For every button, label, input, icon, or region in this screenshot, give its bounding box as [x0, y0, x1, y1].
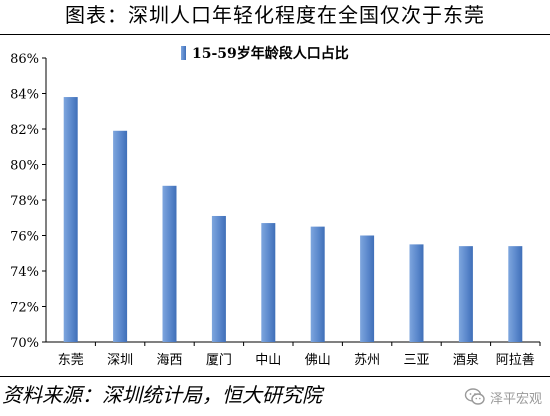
legend-swatch [181, 46, 186, 60]
y-tick-label: 78% [10, 194, 39, 209]
watermark-text: 泽平宏观 [489, 391, 542, 407]
bar [261, 223, 276, 342]
x-tick-label: 东莞 [58, 353, 84, 368]
bar [508, 246, 523, 342]
y-tick-label: 80% [10, 159, 39, 174]
bar [458, 246, 473, 342]
x-tick-label: 海西 [156, 353, 182, 368]
y-tick-label: 74% [10, 265, 39, 280]
bar [113, 130, 128, 342]
bar [310, 226, 325, 342]
bar [360, 235, 375, 342]
title-divider [0, 34, 550, 35]
x-tick-label: 深圳 [107, 353, 133, 368]
bar [211, 215, 226, 342]
y-tick-label: 72% [10, 301, 39, 316]
y-tick-label: 86% [10, 52, 39, 67]
chart-legend: 15-59岁年龄段人口占比 [181, 45, 349, 62]
x-tick-label: 酒泉 [453, 352, 479, 368]
y-tick-label: 82% [10, 123, 39, 138]
y-tick-label: 84% [10, 88, 39, 103]
y-tick-label: 70% [10, 336, 39, 351]
bar [409, 244, 424, 342]
x-tick-label: 苏州 [354, 352, 380, 368]
bar [162, 185, 177, 342]
bar [63, 97, 78, 342]
x-tick-label: 厦门 [206, 353, 232, 368]
source-divider [0, 376, 550, 377]
x-tick-label: 三亚 [403, 353, 429, 368]
x-tick-label: 中山 [255, 353, 281, 368]
watermark: 泽平宏观 [464, 386, 542, 408]
chart-title: 图表：深圳人口年轻化程度在全国仅次于东莞 [65, 3, 485, 27]
bar-chart: 15-59岁年龄段人口占比 70% 72% 74% 76% 78% 80% 82% 84% 86… [10, 45, 541, 368]
x-tick-label: 佛山 [305, 353, 331, 368]
source-note: 资料来源：深圳统计局，恒大研究院 [2, 383, 322, 407]
wechat-chat-icon [464, 388, 485, 405]
legend-label: 15-59岁年龄段人口占比 [192, 45, 349, 62]
x-tick-label: 阿拉善 [496, 352, 535, 368]
y-tick-label: 76% [10, 230, 39, 245]
